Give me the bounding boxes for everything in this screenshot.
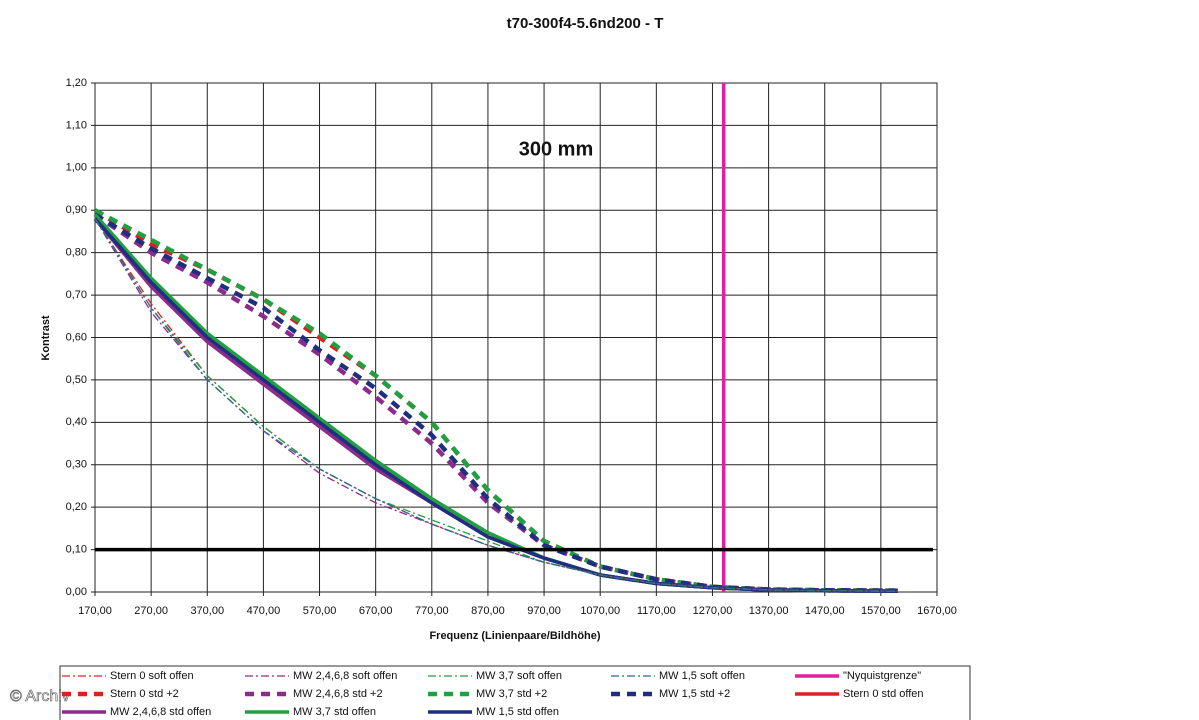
series-line [93,212,898,593]
legend-label: MW 2,4,6,8 soft offen [293,670,397,682]
legend-label: MW 2,4,6,8 std +2 [293,688,383,700]
y-tick-label: 1,10 [66,119,87,131]
x-tick-label: 1070,00 [580,605,620,617]
legend-label: Stern 0 soft offen [110,670,194,682]
series-line [93,208,898,593]
y-tick-label: 0,30 [66,459,87,471]
y-tick-label: 0,80 [66,247,87,259]
series-line [93,213,898,593]
x-tick-label: 370,00 [190,605,224,617]
x-tick-label: 570,00 [303,605,337,617]
x-tick-label: 1470,00 [805,605,845,617]
y-axis-label: Kontrast [40,315,52,361]
legend-label: MW 3,7 soft offen [476,670,562,682]
x-axis-label: Frequenz (Linienpaare/Bildhöhe) [429,630,600,642]
y-tick-label: 1,20 [66,77,87,89]
annotation: 300 mm [519,138,594,160]
legend-box [59,665,971,720]
legend-label: "Nyquistgrenze" [843,670,921,682]
x-tick-label: 1270,00 [693,605,733,617]
x-tick-label: 170,00 [78,605,112,617]
x-tick-label: 870,00 [471,605,505,617]
y-tick-label: 0,40 [66,416,87,428]
x-tick-label: 670,00 [359,605,393,617]
x-tick-label: 470,00 [247,605,281,617]
legend-label: MW 1,5 std offen [476,706,559,718]
series-line [94,218,898,592]
x-tick-label: 270,00 [134,605,168,617]
y-tick-label: 0,90 [66,204,87,216]
legend-label: MW 2,4,6,8 std offen [110,706,211,718]
series-line [93,212,898,593]
x-tick-label: 1570,00 [861,605,901,617]
y-tick-label: 0,00 [66,586,87,598]
y-tick-label: 0,60 [66,331,87,343]
legend-label: MW 3,7 std offen [293,706,376,718]
legend-label: MW 1,5 std +2 [659,688,730,700]
y-tick-label: 1,00 [66,162,87,174]
x-tick-label: 1670,00 [917,605,957,617]
y-tick-label: 0,70 [66,289,87,301]
y-tick-label: 0,20 [66,501,87,513]
x-tick-label: 1370,00 [749,605,789,617]
watermark: © Archiv [10,688,70,705]
x-tick-label: 1170,00 [637,605,676,617]
y-tick-label: 0,10 [66,543,87,555]
chart-title: t70-300f4-5.6nd200 - T [507,15,664,32]
x-tick-label: 970,00 [527,605,561,617]
y-tick-label: 0,50 [66,374,87,386]
legend-label: Stern 0 std offen [843,688,924,700]
legend-label: MW 3,7 std +2 [476,688,547,700]
legend-label: MW 1,5 soft offen [659,670,745,682]
x-tick-label: 770,00 [415,605,449,617]
legend-label: Stern 0 std +2 [110,688,179,700]
series-line [93,208,898,593]
